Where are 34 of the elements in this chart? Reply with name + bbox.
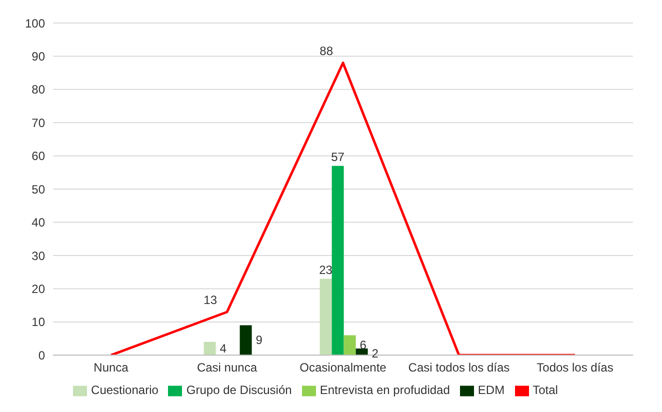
- y-tick-label: 30: [32, 248, 46, 263]
- x-tick-label: Todos los días: [536, 360, 614, 375]
- legend-label: Cuestionario: [91, 383, 158, 398]
- data-label: 6: [360, 338, 367, 352]
- data-label: 23: [319, 262, 333, 277]
- data-label: 88: [320, 44, 334, 58]
- data-label: 9: [256, 333, 263, 348]
- bar: [320, 278, 332, 356]
- legend-label: Entrevista en profudidad: [320, 383, 450, 398]
- bar: [344, 335, 356, 356]
- y-tick-label: 90: [32, 49, 46, 64]
- y-tick-label: 10: [32, 315, 46, 330]
- y-tick-label: 20: [32, 282, 46, 296]
- legend-label: Total: [532, 383, 558, 398]
- data-label: 4: [220, 342, 227, 356]
- y-tick-label: 100: [24, 16, 46, 30]
- bar: [204, 342, 216, 356]
- bar: [332, 166, 344, 356]
- y-tick-label: 0: [38, 348, 46, 362]
- x-tick-label: Casi todos los días: [408, 360, 510, 375]
- y-tick-label: 40: [32, 216, 46, 230]
- data-label: 13: [204, 292, 218, 307]
- y-tick-label: 80: [32, 82, 46, 97]
- x-tick-label: Nunca: [94, 360, 129, 375]
- x-tick-label: Ocasionalmente: [300, 360, 387, 375]
- data-label: 57: [331, 150, 345, 164]
- legend-label: Grupo de Discusión: [186, 383, 292, 398]
- legend-label: EDM: [478, 383, 505, 398]
- bar: [240, 325, 252, 356]
- y-tick-label: 50: [32, 182, 46, 196]
- y-tick-label: 60: [32, 149, 46, 164]
- x-tick-label: Casi nunca: [196, 360, 258, 375]
- data-label: 2: [372, 346, 379, 361]
- y-tick-label: 70: [32, 116, 46, 130]
